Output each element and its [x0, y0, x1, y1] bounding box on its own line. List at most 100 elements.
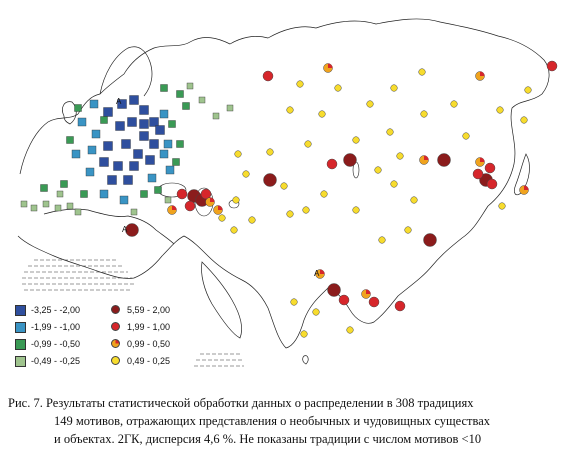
- square-marker: [168, 120, 176, 128]
- square-marker: [140, 190, 148, 198]
- square-marker: [139, 131, 149, 141]
- legend-label: -1,99 - -1,00: [31, 321, 81, 332]
- square-marker: [40, 184, 48, 192]
- circle-marker: [420, 110, 428, 118]
- circle-marker: [366, 100, 374, 108]
- square-marker: [30, 204, 38, 212]
- circle-marker: [304, 140, 312, 148]
- legend-circle-icon: [110, 321, 122, 333]
- square-marker: [145, 155, 155, 165]
- circle-marker: [496, 106, 504, 114]
- legend-swatch: [111, 338, 120, 348]
- circle-marker: [423, 233, 437, 247]
- circle-marker: [280, 182, 288, 190]
- circle-marker: [290, 298, 298, 306]
- square-marker: [165, 165, 175, 175]
- circle-marker: [396, 152, 404, 160]
- square-marker: [71, 149, 81, 159]
- square-marker: [103, 107, 113, 117]
- circle-marker: [296, 80, 304, 88]
- circle-marker: [218, 214, 226, 222]
- pie-marker-slice: [524, 185, 529, 190]
- square-marker: [129, 95, 139, 105]
- circle-marker: [176, 188, 188, 200]
- circle-marker: [462, 132, 470, 140]
- square-marker: [133, 149, 143, 159]
- legend-label: -3,25 - -2,00: [31, 304, 81, 315]
- square-marker: [176, 90, 184, 98]
- pie-marker-slice: [480, 157, 485, 162]
- circle-marker: [320, 190, 328, 198]
- square-marker: [186, 82, 194, 90]
- square-marker: [121, 139, 131, 149]
- circle-marker: [520, 116, 528, 124]
- square-marker: [99, 189, 109, 199]
- legend-swatch: [15, 304, 26, 316]
- circle-marker: [232, 196, 240, 204]
- circle-marker: [302, 206, 310, 214]
- circle-marker: [418, 68, 426, 76]
- circle-marker: [184, 200, 196, 212]
- square-marker: [164, 196, 172, 204]
- square-marker: [89, 99, 99, 109]
- circle-marker: [334, 84, 342, 92]
- circle-marker: [546, 60, 558, 72]
- circle-marker: [326, 158, 338, 170]
- coastline-main: [17, 18, 550, 349]
- map-label-a: A: [122, 225, 128, 234]
- square-marker: [139, 105, 149, 115]
- circle-marker: [266, 148, 274, 156]
- legend-swatch: [111, 321, 120, 331]
- square-marker: [113, 161, 123, 171]
- legend-label: 5,59 - 2,00: [127, 304, 171, 315]
- coastline-japan: [514, 153, 530, 196]
- square-marker: [127, 117, 137, 127]
- circle-marker: [352, 136, 360, 144]
- circle-marker: [318, 110, 326, 118]
- legend-swatch: [15, 355, 26, 367]
- legend-item: -3,25 - -2,00: [14, 303, 80, 316]
- square-marker: [56, 190, 64, 198]
- square-marker: [149, 117, 159, 127]
- legend-label: 0,49 - 0,25: [127, 355, 171, 366]
- caption-line: Рис. 7. Результаты статистической обрабо…: [8, 396, 474, 410]
- square-marker: [54, 204, 62, 212]
- circle-marker: [404, 226, 412, 234]
- ocean-hatching: [22, 259, 244, 367]
- circle-marker: [242, 170, 250, 178]
- square-marker: [155, 125, 165, 135]
- circle-marker: [484, 162, 496, 174]
- square-marker: [147, 173, 157, 183]
- coastline-scandinavia: [99, 46, 153, 97]
- circle-marker: [343, 153, 357, 167]
- legend-item: 1,99 - 1,00: [110, 320, 170, 333]
- square-marker: [107, 175, 117, 185]
- legend-item: -0,49 - -0,25: [14, 354, 80, 367]
- circle-marker: [524, 86, 532, 94]
- square-marker: [212, 112, 220, 120]
- square-marker: [87, 145, 97, 155]
- legend-square-icon: [14, 321, 26, 333]
- circle-marker: [390, 84, 398, 92]
- pie-marker-slice: [218, 205, 223, 210]
- legend-swatch: [111, 304, 120, 314]
- square-marker: [123, 175, 133, 185]
- eurasia-map: A A A: [17, 18, 558, 367]
- square-marker: [129, 161, 139, 171]
- legend-swatch: [15, 338, 26, 350]
- pie-marker-slice: [480, 71, 485, 76]
- circle-marker: [312, 308, 320, 316]
- pie-marker-slice: [210, 197, 215, 202]
- circle-marker: [300, 330, 308, 338]
- circle-marker: [410, 196, 418, 204]
- square-marker: [60, 180, 68, 188]
- coastline-britain: [62, 101, 77, 125]
- circle-marker: [498, 202, 506, 210]
- circle-marker: [437, 153, 451, 167]
- square-marker: [66, 202, 74, 210]
- coastline-sri-lanka: [302, 355, 309, 365]
- square-marker: [182, 102, 190, 110]
- square-marker: [119, 195, 129, 205]
- square-marker: [42, 200, 50, 208]
- map-label-a: A: [116, 97, 122, 106]
